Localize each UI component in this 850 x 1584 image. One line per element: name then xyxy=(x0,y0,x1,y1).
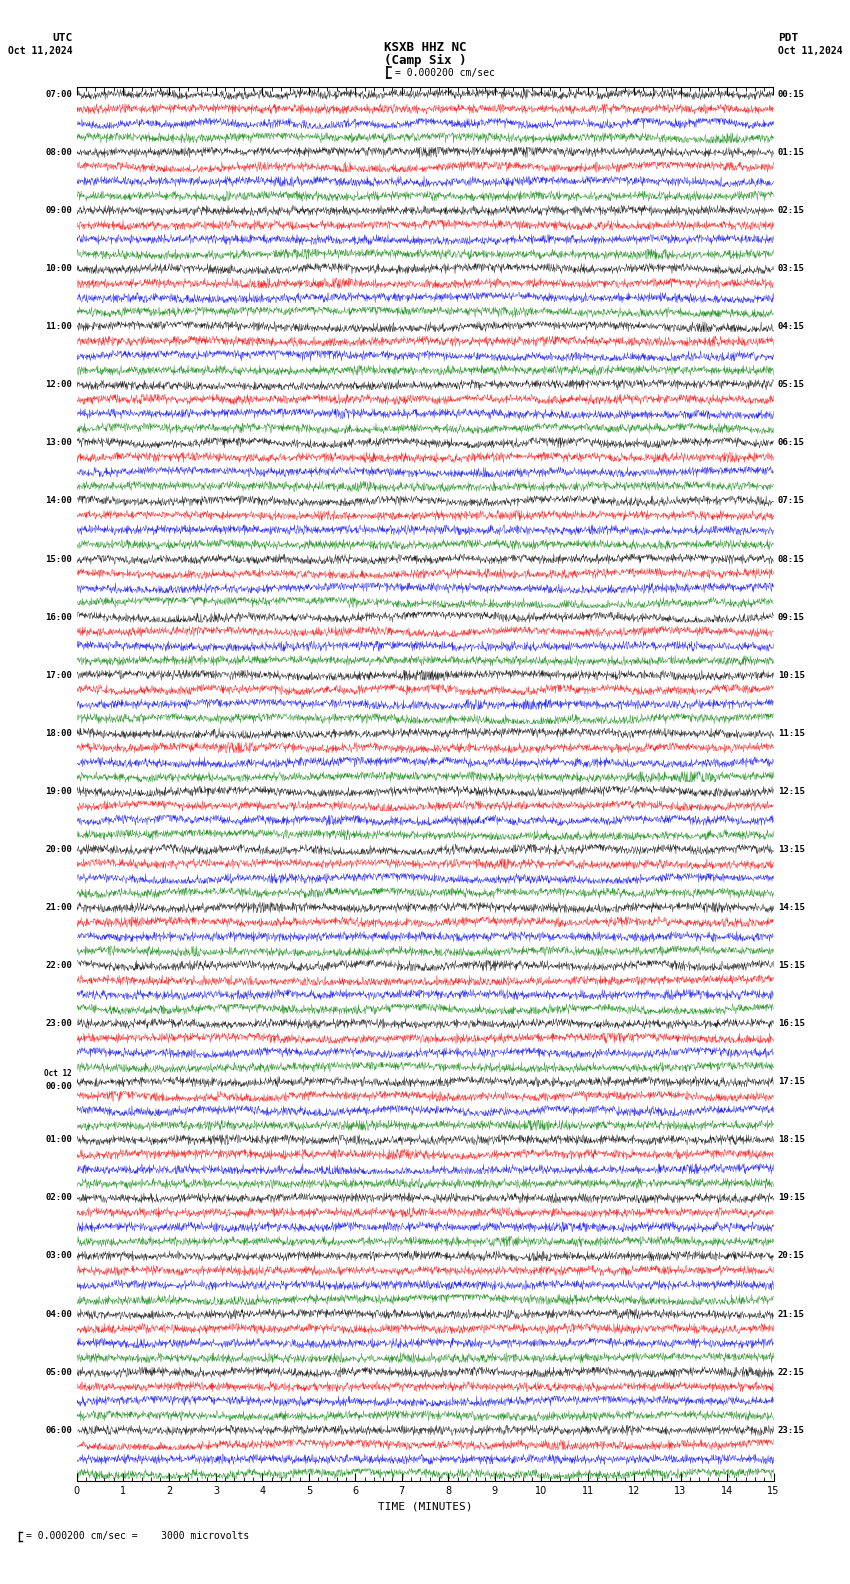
Text: 13:00: 13:00 xyxy=(45,439,72,447)
Text: Oct 11,2024: Oct 11,2024 xyxy=(778,46,842,55)
Text: 00:15: 00:15 xyxy=(778,90,805,98)
Text: 16:15: 16:15 xyxy=(778,1019,805,1028)
Text: 23:00: 23:00 xyxy=(45,1019,72,1028)
Text: KSXB HHZ NC: KSXB HHZ NC xyxy=(383,41,467,54)
Text: 12:00: 12:00 xyxy=(45,380,72,390)
Text: 20:15: 20:15 xyxy=(778,1251,805,1261)
Text: 01:00: 01:00 xyxy=(45,1136,72,1144)
Text: 13:15: 13:15 xyxy=(778,844,805,854)
Text: 11:15: 11:15 xyxy=(778,729,805,738)
Text: 00:00: 00:00 xyxy=(45,1082,72,1091)
Text: 17:00: 17:00 xyxy=(45,670,72,680)
Text: 10:00: 10:00 xyxy=(45,265,72,272)
Text: 16:00: 16:00 xyxy=(45,613,72,621)
Text: 04:15: 04:15 xyxy=(778,322,805,331)
Text: 05:00: 05:00 xyxy=(45,1367,72,1376)
Text: = 0.000200 cm/sec: = 0.000200 cm/sec xyxy=(395,68,495,78)
Text: 10:15: 10:15 xyxy=(778,670,805,680)
Text: 07:15: 07:15 xyxy=(778,496,805,505)
Text: 02:00: 02:00 xyxy=(45,1193,72,1202)
Text: = 0.000200 cm/sec =    3000 microvolts: = 0.000200 cm/sec = 3000 microvolts xyxy=(26,1532,249,1541)
Text: 22:15: 22:15 xyxy=(778,1367,805,1376)
Text: 06:15: 06:15 xyxy=(778,439,805,447)
Text: 09:15: 09:15 xyxy=(778,613,805,621)
Text: 21:00: 21:00 xyxy=(45,903,72,912)
Text: 12:15: 12:15 xyxy=(778,787,805,795)
Text: 04:00: 04:00 xyxy=(45,1310,72,1318)
Text: 15:15: 15:15 xyxy=(778,961,805,969)
Text: 22:00: 22:00 xyxy=(45,961,72,969)
Text: 03:00: 03:00 xyxy=(45,1251,72,1261)
Text: 09:00: 09:00 xyxy=(45,206,72,215)
Text: 19:15: 19:15 xyxy=(778,1193,805,1202)
Text: 02:15: 02:15 xyxy=(778,206,805,215)
Text: 18:15: 18:15 xyxy=(778,1136,805,1144)
X-axis label: TIME (MINUTES): TIME (MINUTES) xyxy=(377,1502,473,1511)
Text: (Camp Six ): (Camp Six ) xyxy=(383,54,467,67)
Text: Oct 12: Oct 12 xyxy=(44,1069,72,1079)
Text: 01:15: 01:15 xyxy=(778,147,805,157)
Text: Oct 11,2024: Oct 11,2024 xyxy=(8,46,72,55)
Text: 23:15: 23:15 xyxy=(778,1426,805,1435)
Text: PDT: PDT xyxy=(778,33,798,43)
Text: 18:00: 18:00 xyxy=(45,729,72,738)
Text: 21:15: 21:15 xyxy=(778,1310,805,1318)
Text: 08:15: 08:15 xyxy=(778,554,805,564)
Text: 07:00: 07:00 xyxy=(45,90,72,98)
Text: 06:00: 06:00 xyxy=(45,1426,72,1435)
Text: UTC: UTC xyxy=(52,33,72,43)
Text: 20:00: 20:00 xyxy=(45,844,72,854)
Text: 19:00: 19:00 xyxy=(45,787,72,795)
Text: 14:15: 14:15 xyxy=(778,903,805,912)
Text: 03:15: 03:15 xyxy=(778,265,805,272)
Text: 15:00: 15:00 xyxy=(45,554,72,564)
Text: 14:00: 14:00 xyxy=(45,496,72,505)
Text: 05:15: 05:15 xyxy=(778,380,805,390)
Text: 17:15: 17:15 xyxy=(778,1077,805,1087)
Text: 08:00: 08:00 xyxy=(45,147,72,157)
Text: 11:00: 11:00 xyxy=(45,322,72,331)
